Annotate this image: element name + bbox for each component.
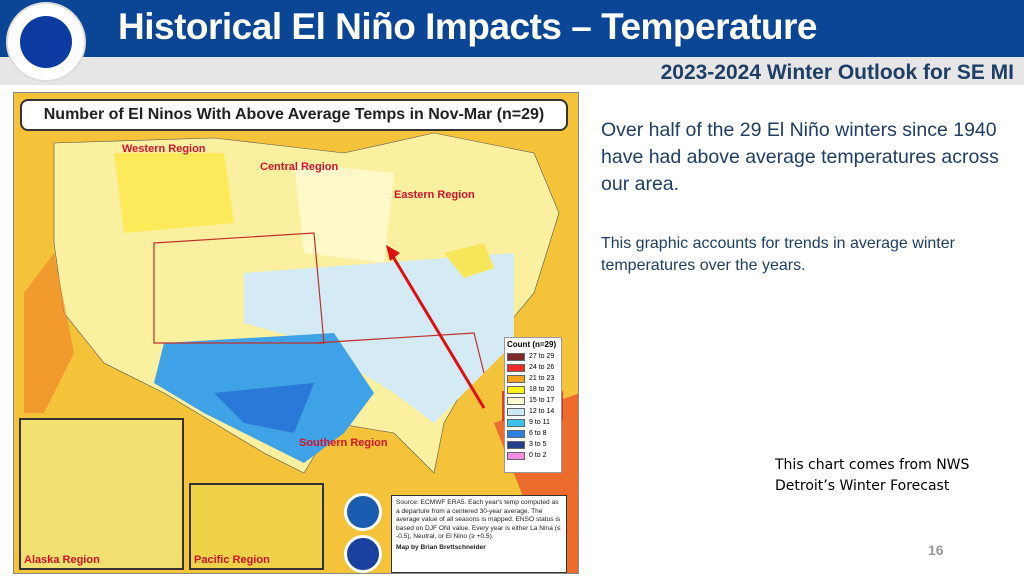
legend-swatch [507, 396, 525, 405]
legend-item: 12 to 14 [507, 406, 559, 417]
legend-item: 18 to 20 [507, 384, 559, 395]
legend-swatch [507, 363, 525, 372]
noaa-logo [344, 493, 382, 531]
legend-label: 12 to 14 [529, 408, 555, 415]
legend-swatch [507, 374, 525, 383]
source-text: Source: ECMWF ERA5. Each year's temp com… [396, 499, 561, 541]
legend-label: 0 to 2 [529, 452, 547, 459]
region-label: Western Region [122, 143, 206, 155]
page-number: 16 [928, 542, 944, 558]
legend-item: 6 to 8 [507, 428, 559, 439]
legend-swatch [507, 407, 525, 416]
slide-subtitle: 2023-2024 Winter Outlook for SE MI [660, 61, 1014, 84]
legend-label: 9 to 11 [529, 419, 550, 426]
legend-item: 3 to 5 [507, 439, 559, 450]
pacific-inset: Pacific Region [189, 483, 324, 570]
temperature-map: Number of El Ninos With Above Average Te… [13, 92, 579, 574]
nws-logo [6, 2, 86, 82]
legend-label: 21 to 23 [529, 375, 555, 382]
legend-item: 24 to 26 [507, 362, 559, 373]
legend-label: 18 to 20 [529, 386, 555, 393]
legend-swatch [507, 440, 525, 449]
map-title: Number of El Ninos With Above Average Te… [20, 99, 568, 131]
legend-item: 0 to 2 [507, 450, 559, 461]
legend-label: 6 to 8 [529, 430, 547, 437]
region-label: Eastern Region [394, 189, 475, 201]
subtitle-bar [0, 57, 1024, 85]
legend-item: 9 to 11 [507, 417, 559, 428]
title-bar [0, 0, 1024, 57]
legend-label: 15 to 17 [529, 397, 555, 404]
legend-item: 27 to 29 [507, 351, 559, 362]
alaska-inset: Alaska Region [19, 418, 184, 570]
region-label: Southern Region [299, 437, 388, 449]
legend-title: Count (n=29) [507, 340, 557, 349]
legend-item: 15 to 17 [507, 395, 559, 406]
source-note: Source: ECMWF ERA5. Each year's temp com… [391, 495, 567, 573]
legend-swatch [507, 418, 525, 427]
legend-label: 27 to 29 [529, 353, 555, 360]
legend-swatch [507, 385, 525, 394]
region-label: Pacific Region [194, 554, 270, 566]
region-label: Central Region [260, 161, 339, 173]
map-legend: Count (n=29) 27 to 29 24 to 26 21 to 23 18 … [504, 337, 562, 473]
legend-swatch [507, 352, 525, 361]
region-label: Alaska Region [24, 554, 100, 566]
map-credit: Map by Brian Brettschneider [396, 543, 486, 551]
source-note-text: This chart comes from NWS Detroit’s Wint… [775, 457, 970, 494]
main-text: Over half of the 29 El Niño winters sinc… [601, 119, 999, 195]
legend-swatch [507, 429, 525, 438]
nws-logo-small [344, 535, 382, 573]
legend-label: 3 to 5 [529, 441, 547, 448]
legend-label: 24 to 26 [529, 364, 555, 371]
legend-swatch [507, 451, 525, 460]
slide-title: Historical El Niño Impacts – Temperature [118, 6, 817, 47]
secondary-text: This graphic accounts for trends in aver… [601, 235, 955, 275]
legend-item: 21 to 23 [507, 373, 559, 384]
